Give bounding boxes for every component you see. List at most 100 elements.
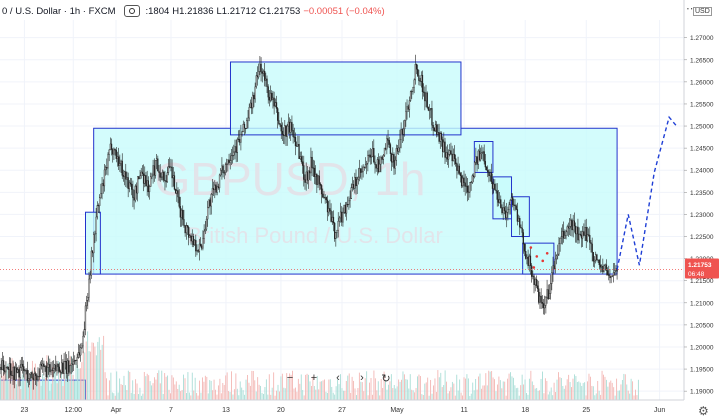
candle bbox=[599, 264, 602, 268]
ohlc-value-3: C1.21753 bbox=[259, 5, 301, 17]
volume-bar bbox=[203, 381, 205, 400]
candle bbox=[284, 125, 286, 136]
volume-bar bbox=[247, 374, 248, 400]
candle bbox=[242, 123, 244, 133]
volume-bar bbox=[235, 373, 237, 400]
volume-bar bbox=[321, 381, 323, 400]
volume-bar bbox=[271, 387, 273, 400]
volume-bar bbox=[507, 378, 509, 400]
candle bbox=[487, 170, 489, 173]
time-tick-label: 18 bbox=[521, 407, 529, 414]
candle bbox=[534, 278, 536, 285]
candle bbox=[440, 133, 443, 140]
ohlc-value-2: L1.21712 bbox=[216, 5, 257, 17]
volume-bar bbox=[443, 385, 445, 400]
time-tick-label: 27 bbox=[338, 407, 346, 414]
volume-bar bbox=[251, 370, 253, 400]
candle bbox=[275, 102, 278, 109]
scroll-left-button[interactable]: ‹ bbox=[336, 372, 340, 384]
candle bbox=[319, 183, 322, 186]
volume-bar bbox=[353, 380, 355, 400]
volume-bar bbox=[515, 388, 517, 400]
candle bbox=[244, 128, 247, 130]
volume-bar bbox=[550, 387, 552, 400]
candle bbox=[112, 149, 114, 155]
volume-bar bbox=[74, 380, 76, 400]
price-tick-label: 1.24500 bbox=[690, 146, 714, 153]
zoom-in-button[interactable]: + bbox=[310, 372, 318, 384]
scroll-right-button[interactable]: › bbox=[360, 372, 364, 384]
volume-bar bbox=[184, 378, 186, 400]
candle bbox=[172, 175, 174, 179]
volume-bar bbox=[463, 377, 465, 400]
candle bbox=[490, 172, 492, 183]
candle bbox=[31, 372, 33, 379]
candle bbox=[426, 92, 428, 108]
zone-left[interactable] bbox=[85, 211, 101, 275]
volume-bar bbox=[171, 375, 173, 400]
candle bbox=[483, 151, 485, 162]
volume-bar bbox=[116, 371, 118, 400]
candle bbox=[58, 366, 60, 372]
volume-bar bbox=[467, 378, 469, 400]
price-tick-label: 1.21500 bbox=[690, 278, 714, 285]
volume-bar bbox=[196, 392, 198, 400]
volume-bar bbox=[146, 373, 148, 400]
candle bbox=[330, 210, 332, 222]
volume-bar bbox=[466, 374, 468, 400]
candle bbox=[496, 190, 498, 200]
candle bbox=[392, 154, 394, 163]
candle bbox=[379, 163, 381, 173]
currency-badge[interactable]: USD bbox=[693, 7, 712, 16]
candle bbox=[377, 159, 380, 173]
volume-bar bbox=[540, 378, 542, 400]
eye-icon[interactable] bbox=[123, 5, 140, 17]
volume-bar bbox=[370, 378, 372, 400]
volume-bar bbox=[510, 372, 511, 400]
projection-line[interactable] bbox=[616, 115, 678, 270]
volume-bar bbox=[154, 377, 155, 400]
volume-bar bbox=[315, 389, 317, 400]
candle bbox=[574, 225, 577, 235]
candle bbox=[329, 208, 331, 211]
volume-bar bbox=[254, 380, 256, 400]
candle bbox=[183, 219, 185, 226]
volume-bar bbox=[454, 395, 456, 400]
candle bbox=[240, 134, 242, 143]
volume-bar bbox=[290, 374, 292, 400]
time-tick-label: 25 bbox=[582, 407, 590, 414]
candle bbox=[376, 159, 379, 169]
volume-bar bbox=[524, 379, 526, 400]
volume-bar bbox=[132, 380, 134, 400]
zone-z3[interactable] bbox=[511, 196, 530, 238]
candle bbox=[409, 91, 412, 101]
volume-bar bbox=[473, 390, 475, 400]
candle bbox=[357, 176, 360, 180]
reset-button[interactable]: ↻ bbox=[381, 373, 391, 385]
volume-bar bbox=[531, 381, 533, 400]
gear-icon[interactable]: ⚙ bbox=[698, 404, 709, 418]
volume-bar bbox=[409, 374, 411, 400]
volume-bar bbox=[518, 395, 520, 400]
candle bbox=[497, 199, 500, 203]
volume-bar bbox=[29, 376, 30, 400]
zoom-out-button[interactable]: − bbox=[286, 372, 294, 384]
candle bbox=[335, 232, 337, 239]
candle bbox=[431, 108, 433, 126]
candle bbox=[184, 225, 186, 234]
more-dots-icon[interactable]: ⋯ bbox=[686, 3, 697, 15]
symbol-label[interactable]: 0 / U.S. Dollar · 1h · FXCM bbox=[2, 5, 116, 17]
candle bbox=[91, 250, 94, 254]
candle bbox=[445, 152, 447, 158]
volume-bar bbox=[434, 378, 436, 400]
volume-bar bbox=[440, 372, 442, 400]
candle bbox=[484, 161, 487, 168]
volume-bar bbox=[186, 392, 187, 400]
candle bbox=[155, 158, 158, 161]
volume-bar bbox=[393, 385, 395, 400]
volume-bar bbox=[498, 376, 500, 400]
volume-bar bbox=[59, 368, 61, 400]
volume-bar bbox=[21, 374, 23, 400]
candle bbox=[211, 188, 214, 195]
